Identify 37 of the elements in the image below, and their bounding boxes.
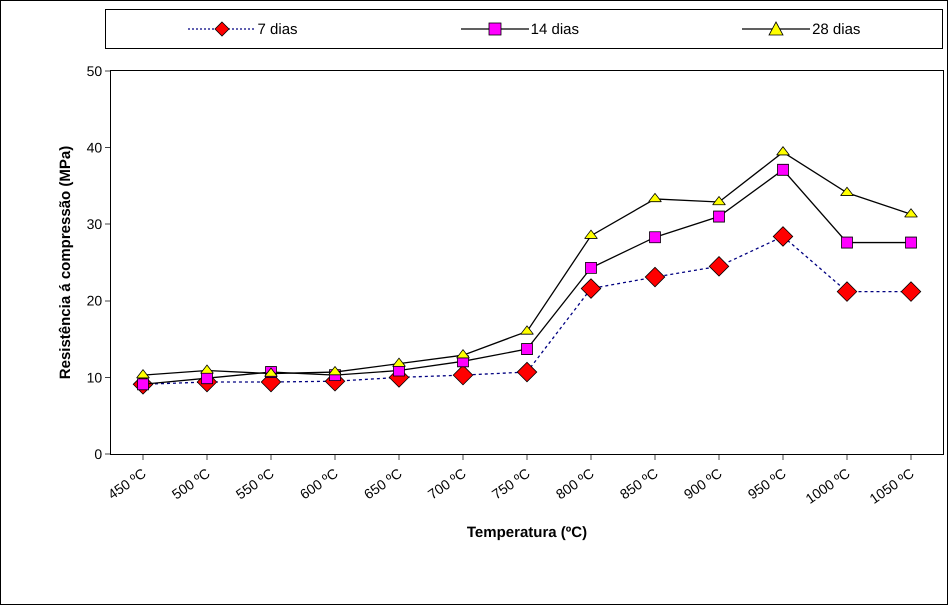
x-tick-label: 600 ºC xyxy=(296,464,341,502)
point xyxy=(201,372,213,384)
point xyxy=(649,231,661,244)
point xyxy=(841,236,853,248)
point xyxy=(708,256,730,276)
x-tick-label: 850 ºC xyxy=(616,464,661,502)
x-axis-title: Temperatura (ºC) xyxy=(466,524,588,541)
point xyxy=(516,362,538,382)
y-tick-label: 0 xyxy=(94,446,102,462)
x-tick-label: 900 ºC xyxy=(680,464,725,502)
point xyxy=(905,236,917,248)
y-tick-label: 30 xyxy=(86,216,102,232)
x-tick-label: 500 ºC xyxy=(168,464,213,502)
y-tick-label: 40 xyxy=(86,140,102,156)
x-tick-label: 950 ºC xyxy=(744,464,789,502)
x-tick-label: 750 ºC xyxy=(488,464,533,502)
legend-label: 7 dias xyxy=(258,20,298,38)
x-tick-label: 450 ºC xyxy=(104,464,149,502)
y-axis-title: Resistência á compressão (MPa) xyxy=(56,146,74,380)
y-tick-label: 10 xyxy=(86,369,102,386)
legend-label: 14 dias xyxy=(530,20,579,38)
x-tick-label: 700 ºC xyxy=(424,464,469,502)
x-tick-label: 650 ºC xyxy=(360,464,405,502)
x-tick-label: 800 ºC xyxy=(552,464,597,502)
point xyxy=(900,281,922,302)
x-tick-label: 550 ºC xyxy=(232,464,277,502)
point xyxy=(713,210,725,222)
point xyxy=(580,278,602,299)
y-tick-label: 20 xyxy=(86,292,102,309)
point xyxy=(836,281,858,302)
legend-label: 28 dias xyxy=(812,20,860,38)
point xyxy=(777,164,789,176)
y-tick-label: 50 xyxy=(86,62,102,79)
point xyxy=(521,343,533,355)
point xyxy=(585,262,597,274)
point xyxy=(772,226,794,247)
point xyxy=(644,266,666,288)
